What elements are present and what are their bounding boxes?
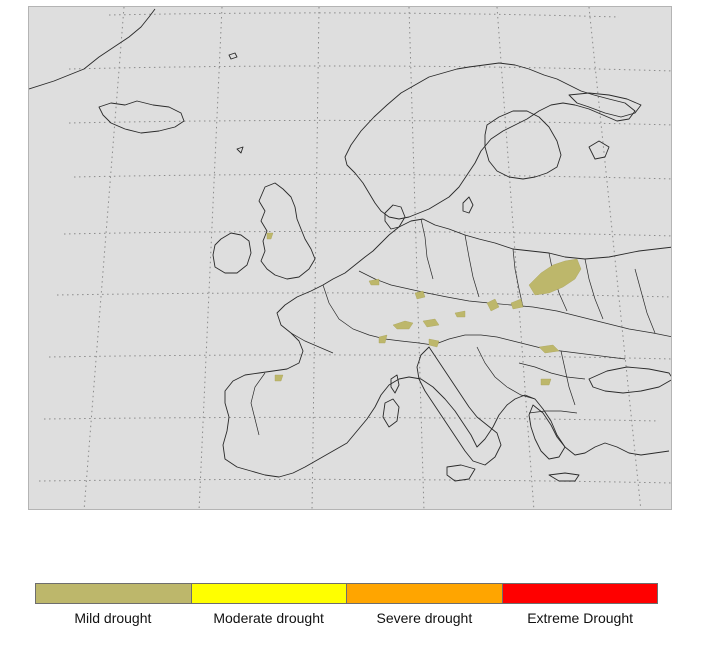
- legend-label-severe: Severe drought: [376, 610, 473, 626]
- legend-swatch-severe: [347, 584, 503, 603]
- coast-finland: [484, 110, 562, 180]
- graticule-parallel: [108, 12, 620, 18]
- border: [512, 248, 524, 308]
- graticule-parallel: [38, 478, 671, 484]
- country-borders: [250, 218, 671, 436]
- legend-label-extreme: Extreme Drought: [527, 610, 634, 626]
- coast-iceland: [98, 100, 185, 134]
- border: [322, 284, 434, 346]
- coast-kola: [568, 92, 642, 118]
- graticule-parallel: [68, 119, 671, 126]
- coast-greece: [528, 404, 566, 460]
- drought-area-mild: [422, 318, 440, 328]
- drought-area-mild: [540, 378, 552, 386]
- legend-swatch-moderate: [191, 584, 347, 603]
- coast-black-sea: [588, 366, 671, 394]
- coast-white-sea: [588, 140, 610, 160]
- graticule-parallel: [73, 173, 671, 180]
- legend-label-mild: Mild drought: [74, 610, 152, 626]
- drought-area-mild: [414, 290, 426, 300]
- coast-shetland: [236, 146, 244, 154]
- legend-swatch-extreme: [502, 584, 657, 603]
- graticule-meridian: [408, 7, 425, 509]
- coast-ireland: [212, 232, 252, 274]
- drought-area-mild: [510, 298, 524, 310]
- coast-corsica: [390, 374, 400, 394]
- graticule-parallel: [48, 354, 671, 360]
- drought-area-mild: [528, 258, 582, 296]
- europe-drought-map: [28, 6, 672, 510]
- coast-italy: [416, 346, 502, 466]
- border: [432, 334, 626, 360]
- legend-labels: Mild drought Moderate drought Severe dro…: [35, 610, 658, 626]
- border: [584, 258, 604, 320]
- coast-sicily: [446, 464, 476, 482]
- graticule-parallel: [56, 292, 671, 298]
- graticule: [38, 7, 671, 509]
- drought-area-mild: [538, 344, 560, 354]
- border: [358, 270, 671, 337]
- drought-area-mild: [428, 338, 440, 348]
- coast-gotland: [462, 196, 474, 214]
- graticule-parallel: [63, 230, 671, 237]
- coast-scandinavia: [344, 62, 636, 220]
- graticule-meridian: [496, 7, 535, 509]
- coast-greenland: [29, 8, 156, 90]
- border: [250, 372, 266, 436]
- legend-color-bar: [35, 583, 658, 604]
- legend-label-moderate: Moderate drought: [213, 610, 324, 626]
- border: [560, 350, 576, 406]
- border: [290, 332, 334, 354]
- graticule-parallel: [43, 416, 660, 422]
- legend-swatch-mild: [36, 584, 192, 603]
- drought-area-mild: [486, 298, 500, 312]
- coast-mainland: [222, 218, 671, 478]
- border: [464, 234, 480, 298]
- coast-crete: [548, 472, 580, 482]
- coast-denmark: [384, 204, 406, 230]
- drought-area-mild: [378, 334, 388, 344]
- graticule-meridian: [311, 7, 320, 509]
- map-canvas: [29, 7, 671, 509]
- drought-area-mild: [274, 374, 284, 382]
- drought-area-mild: [368, 278, 380, 286]
- coast-faroes: [228, 52, 238, 60]
- graticule-meridian: [198, 7, 223, 509]
- drought-area-mild: [266, 232, 274, 240]
- border: [528, 410, 578, 414]
- legend: Mild drought Moderate drought Severe dro…: [35, 583, 658, 626]
- border: [634, 268, 656, 334]
- graticule-meridian: [83, 7, 125, 509]
- drought-area-mild: [454, 310, 466, 318]
- border: [476, 346, 536, 400]
- coastlines: [29, 8, 671, 482]
- coast-great-britain: [258, 182, 316, 280]
- graticule-parallel: [68, 65, 671, 72]
- graticule-meridian: [588, 7, 642, 509]
- border: [420, 218, 434, 280]
- drought-area-mild: [392, 320, 414, 330]
- coast-sardinia: [382, 398, 400, 428]
- drought-areas: [266, 232, 582, 386]
- border: [518, 362, 586, 380]
